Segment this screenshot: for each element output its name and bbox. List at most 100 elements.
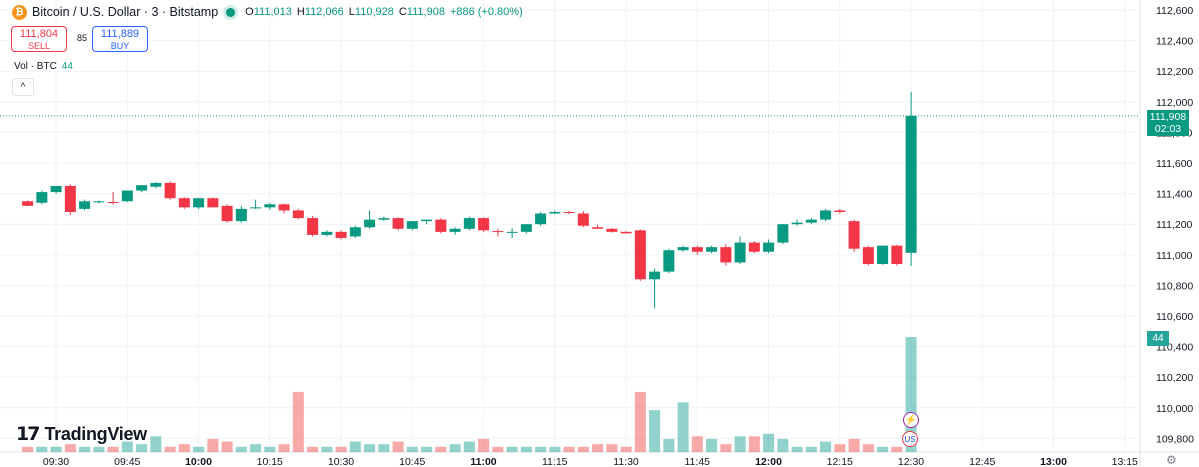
volume-bar: [93, 446, 105, 452]
candle-body: [763, 242, 775, 252]
volume-bar: [748, 436, 760, 452]
volume-bar: [178, 444, 190, 452]
volume-bar: [278, 444, 290, 452]
x-tick-label: 11:00: [470, 456, 496, 466]
candle-body: [720, 247, 732, 263]
low-value: L110,928: [348, 6, 394, 18]
candle-body: [706, 247, 718, 252]
x-tick-label: 11:15: [542, 456, 568, 466]
volume-bar: [862, 444, 874, 452]
candle-body: [150, 182, 162, 187]
volume-bar: [264, 446, 276, 452]
y-tick-label: 111,200: [1156, 219, 1193, 231]
y-tick-label: 112,600: [1156, 5, 1193, 17]
volume-bar: [634, 391, 646, 452]
candle-body: [677, 247, 689, 251]
symbol-title[interactable]: Bitcoin / U.S. Dollar · 3 · Bitstamp: [32, 5, 219, 19]
volume-bar: [620, 446, 632, 452]
candle-body: [492, 231, 504, 233]
y-tick-label: 112,000: [1156, 97, 1193, 109]
volume-bar: [150, 436, 162, 452]
volume-bar: [435, 446, 447, 452]
us-flag-event-icon[interactable]: US: [902, 431, 918, 447]
volume-bar: [791, 446, 803, 452]
volume-bar: [606, 444, 618, 452]
volume-bar: [392, 441, 404, 452]
volume-bar: [834, 444, 846, 452]
volume-bar: [592, 444, 604, 452]
candle-body: [79, 201, 91, 209]
candle-body: [335, 231, 347, 238]
x-tick-label: 10:45: [399, 456, 425, 466]
volume-bar: [677, 402, 689, 452]
last-price-value: 111,908: [1149, 111, 1187, 123]
buy-button[interactable]: 111,889 BUY: [92, 26, 148, 52]
volume-bar: [720, 444, 732, 452]
volume-bar: [321, 446, 333, 452]
volume-bar: [848, 438, 860, 452]
candle-body: [478, 218, 490, 231]
candle-body: [734, 242, 746, 263]
volume-bar: [50, 446, 62, 452]
candle-body: [392, 218, 404, 229]
volume-legend-value: 44: [61, 61, 73, 72]
buy-price: 111,889: [100, 28, 140, 40]
volume-bar: [891, 446, 903, 452]
candle-body: [264, 204, 276, 208]
lightning-event-icon[interactable]: ⚡: [903, 412, 919, 428]
candle-body: [22, 201, 34, 206]
collapse-legend-button[interactable]: ^: [12, 78, 34, 96]
buy-label: BUY: [110, 41, 130, 51]
sell-label: SELL: [27, 41, 51, 51]
volume-bar: [563, 446, 575, 452]
settings-gear-icon[interactable]: ⚙: [1166, 453, 1177, 467]
candle-body: [221, 205, 233, 222]
volume-bar: [164, 446, 176, 452]
volume-bar: [905, 337, 917, 452]
volume-bar: [535, 446, 547, 452]
volume-bar: [649, 410, 661, 452]
candle-body: [549, 211, 561, 214]
market-open-icon: [226, 7, 236, 17]
candle-body: [577, 213, 589, 226]
candle-body: [321, 231, 333, 235]
x-tick-label: 10:00: [185, 456, 212, 466]
candle-body: [121, 190, 133, 202]
y-tick-label: 112,200: [1156, 66, 1193, 78]
x-tick-label: 11:45: [685, 456, 711, 466]
volume-bar: [364, 444, 376, 452]
x-tick-label: 12:30: [898, 456, 924, 466]
volume-bar: [506, 446, 518, 452]
candle-body: [748, 242, 760, 252]
candle-body: [691, 247, 703, 252]
bitcoin-icon: ₿: [12, 4, 27, 20]
candle-body: [378, 218, 390, 220]
x-tick-label: 11:30: [613, 456, 639, 466]
x-tick-label: 12:15: [827, 456, 853, 466]
candle-body: [877, 245, 889, 264]
sell-button[interactable]: 111,804 SELL: [11, 26, 67, 52]
volume-bar: [235, 446, 247, 452]
volume-bar: [877, 446, 889, 452]
candle-body: [307, 218, 319, 235]
candle-body: [50, 185, 62, 193]
candle-body: [193, 198, 205, 208]
candle-body: [805, 219, 817, 223]
volume-value-tag: 44: [1147, 331, 1169, 346]
volume-bar: [221, 441, 233, 452]
x-tick-label: 09:45: [114, 456, 140, 466]
y-tick-label: 111,000: [1156, 250, 1193, 262]
volume-legend[interactable]: Vol · BTC 44: [14, 61, 73, 72]
candle-body: [862, 247, 874, 264]
volume-bar: [335, 446, 347, 452]
candle-body: [178, 198, 190, 208]
volume-bar: [520, 446, 532, 452]
candle-body: [164, 182, 176, 199]
volume-bar: [207, 438, 219, 452]
candle-body: [207, 198, 219, 208]
volume-bar: [663, 438, 675, 452]
volume-bar: [36, 446, 48, 452]
candle-body: [535, 213, 547, 225]
tradingview-logo[interactable]: 17 TradingView: [16, 423, 147, 445]
